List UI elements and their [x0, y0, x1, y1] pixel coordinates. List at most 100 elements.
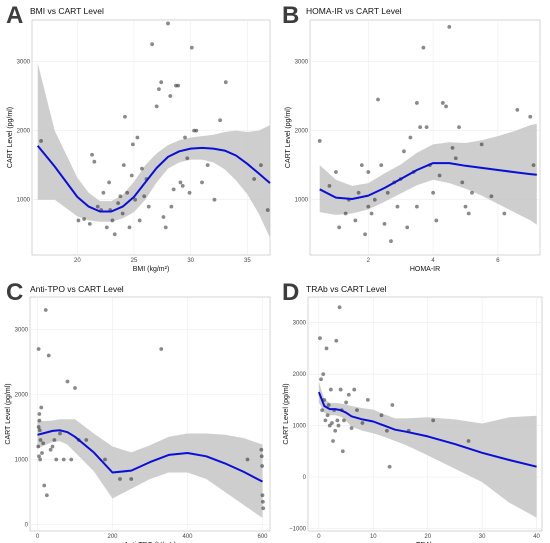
data-point [265, 208, 270, 212]
y-tick-label: 3000 [15, 328, 29, 334]
data-point [36, 425, 41, 429]
y-tick-label: −1000 [289, 526, 307, 532]
data-point [424, 125, 429, 130]
data-point [82, 217, 87, 221]
data-point [349, 426, 354, 431]
data-point [502, 211, 507, 216]
fit-line [36, 145, 271, 213]
data-point [42, 483, 47, 488]
data-point [333, 428, 338, 433]
data-point [365, 397, 370, 402]
panel-letter: C [6, 279, 23, 306]
data-point [189, 45, 194, 50]
data-point [129, 173, 134, 178]
data-point [327, 423, 332, 428]
data-point [61, 457, 66, 462]
data-point [50, 444, 55, 449]
data-point [453, 156, 458, 161]
x-tick-label: 35 [244, 258, 251, 264]
x-tick-label: 0 [317, 534, 321, 540]
data-point [390, 403, 395, 407]
chart-title: BMI vs CART Level [30, 6, 104, 16]
data-point [457, 125, 461, 130]
data-point [444, 104, 448, 109]
fit-line [319, 162, 537, 200]
data-point [415, 101, 419, 105]
fit-line [37, 429, 263, 483]
y-tick-label: 1000 [17, 198, 31, 204]
data-point [323, 418, 328, 423]
data-point [36, 444, 41, 449]
data-point [41, 441, 46, 446]
data-point [531, 163, 536, 168]
data-point [150, 42, 155, 47]
data-point [334, 170, 338, 174]
data-point [178, 180, 183, 185]
data-point [76, 218, 81, 223]
x-tick-label: 400 [182, 534, 193, 540]
data-point [402, 149, 406, 154]
data-point [463, 204, 468, 209]
confidence-band [318, 381, 537, 518]
data-point [379, 413, 384, 418]
data-point [325, 413, 330, 418]
data-point [334, 338, 339, 343]
data-point [48, 447, 53, 452]
data-point [116, 201, 121, 206]
x-tick-label: 10 [370, 534, 377, 540]
x-tick-label: 30 [187, 258, 194, 264]
data-point [137, 218, 142, 223]
x-tick-label: 25 [131, 258, 138, 264]
chart-title: TRAb vs CART Level [306, 284, 387, 294]
data-point [379, 163, 384, 168]
data-point [440, 101, 445, 105]
chart-panel-d: D TRAb vs CART Level 0 10 20 30 40 −1000 0 1000 20… [282, 279, 543, 543]
data-point [460, 180, 465, 185]
y-tick-label: 3000 [17, 59, 31, 65]
data-point [260, 464, 265, 468]
data-point [372, 197, 377, 202]
data-point [366, 204, 371, 209]
confidence-band [37, 419, 263, 518]
data-point [52, 438, 57, 442]
data-point [355, 408, 359, 413]
data-point [421, 45, 426, 50]
data-point [408, 135, 413, 140]
data-point [107, 180, 111, 185]
data-point [157, 87, 161, 92]
data-point [259, 163, 263, 168]
data-point [163, 225, 168, 230]
data-point [470, 190, 474, 195]
data-point [337, 225, 342, 230]
data-point [352, 387, 357, 392]
data-point [342, 418, 346, 423]
data-point [261, 506, 266, 511]
x-axis-label: BMI (kg/m²) [133, 266, 170, 273]
data-point [180, 183, 185, 188]
data-point [245, 457, 250, 462]
data-point [346, 392, 351, 397]
data-point [324, 346, 329, 351]
data-point [317, 139, 322, 143]
data-point [129, 477, 134, 481]
data-point [187, 190, 192, 195]
chart-title: Anti-TPO vs CART Level [30, 284, 124, 294]
data-point [37, 428, 42, 433]
data-point [121, 163, 126, 168]
y-tick-label: 3000 [293, 321, 307, 327]
chart-panel-c: C Anti-TPO vs CART Level 0 200 400 600 0 1000 20… [5, 279, 271, 543]
data-point [327, 183, 332, 188]
data-point [159, 347, 164, 351]
data-point [120, 211, 125, 216]
y-tick-label: 0 [303, 475, 307, 481]
data-point [168, 94, 173, 98]
data-point [322, 397, 327, 402]
data-point [395, 204, 400, 209]
data-point [385, 428, 389, 433]
data-point [447, 25, 452, 29]
data-point [359, 163, 364, 168]
data-point [110, 218, 115, 223]
x-axis-label: HOMA-IR [410, 266, 440, 273]
data-point [318, 336, 322, 341]
y-axis-label: CART Level (pg/ml) [5, 383, 12, 444]
